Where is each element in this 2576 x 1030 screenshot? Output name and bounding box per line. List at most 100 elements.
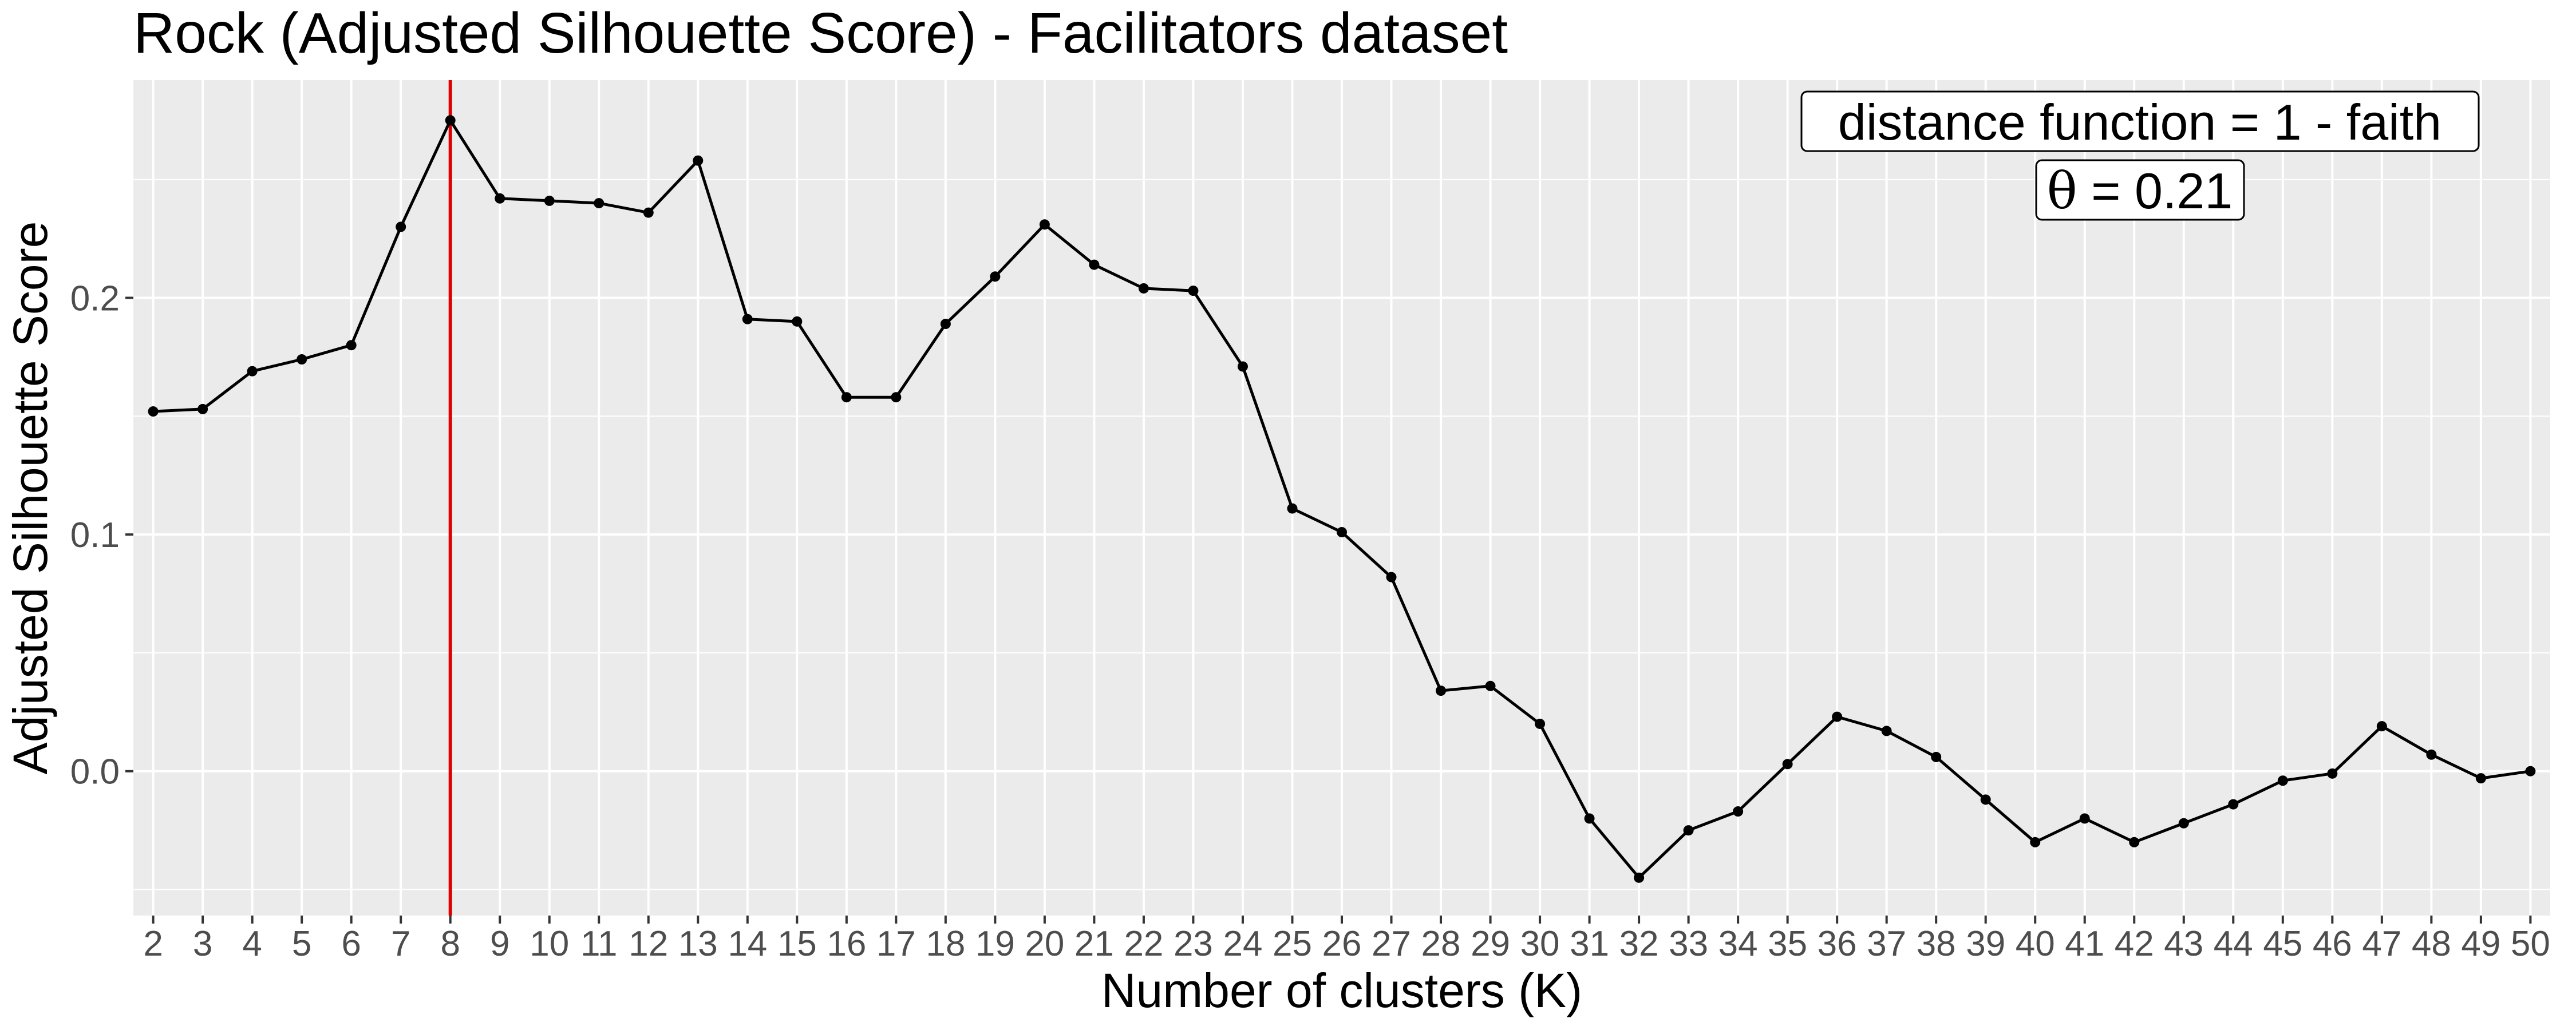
- x-tick-label: 11: [580, 924, 617, 964]
- x-tick-label: 23: [1174, 924, 1213, 964]
- theta-annotation: θ = 0.21: [2035, 159, 2245, 221]
- x-tick-label: 9: [490, 924, 509, 964]
- x-tick-label: 12: [629, 924, 668, 964]
- data-point: [2475, 773, 2486, 784]
- x-tick-label: 24: [1223, 924, 1262, 964]
- x-tick-label: 44: [2214, 924, 2253, 964]
- data-point: [643, 207, 654, 218]
- data-point: [2129, 837, 2140, 847]
- x-tick-label: 41: [2065, 924, 2104, 964]
- series-group: [148, 115, 2536, 883]
- x-tick-label: 16: [827, 924, 866, 964]
- data-point: [1931, 751, 1942, 762]
- data-point: [1881, 726, 1892, 736]
- data-point: [2228, 799, 2239, 810]
- x-axis-ticks: 2 3 4 5 6 7 8 9 10 11 12 13 14 15 16 17 18 19 20 21 22 23 24 25…: [143, 916, 2550, 964]
- x-tick-label: 38: [1917, 924, 1956, 964]
- data-point: [1980, 794, 1991, 805]
- data-point: [396, 221, 406, 232]
- data-point: [544, 195, 555, 206]
- data-point: [197, 403, 208, 414]
- data-point: [1485, 680, 1496, 691]
- data-point: [2426, 749, 2437, 760]
- data-point: [148, 406, 159, 417]
- x-tick-label: 27: [1372, 924, 1411, 964]
- x-tick-label: 14: [728, 924, 767, 964]
- data-point: [940, 319, 951, 330]
- x-tick-label: 5: [292, 924, 311, 964]
- x-tick-label: 50: [2511, 924, 2550, 964]
- theta-label: θ = 0.21: [2047, 161, 2233, 220]
- x-tick-label: 33: [1669, 924, 1708, 964]
- data-point: [1832, 711, 1843, 722]
- data-point: [990, 271, 1001, 282]
- x-tick-label: 30: [1520, 924, 1560, 964]
- x-tick-label: 18: [926, 924, 965, 964]
- x-axis-title: Number of clusters (K): [1101, 964, 1582, 1017]
- data-point: [297, 354, 307, 365]
- distance-function-annotation: distance function = 1 - faith: [1800, 90, 2480, 152]
- x-tick-label: 48: [2412, 924, 2451, 964]
- x-tick-label: 39: [1966, 924, 2005, 964]
- data-point: [2178, 818, 2189, 829]
- data-point: [1337, 526, 1347, 537]
- x-tick-label: 8: [440, 924, 460, 964]
- x-tick-label: 29: [1471, 924, 1510, 964]
- y-tick-label: 0.0: [70, 752, 120, 792]
- x-tick-label: 17: [876, 924, 916, 964]
- theta-box: [2035, 159, 2245, 221]
- x-tick-label: 28: [1421, 924, 1461, 964]
- x-tick-label: 45: [2263, 924, 2302, 964]
- data-point: [1733, 806, 1744, 817]
- x-tick-label: 37: [1867, 924, 1906, 964]
- theta-value: 0.21: [2135, 163, 2233, 219]
- data-point: [742, 314, 753, 324]
- theta-equals: =: [2077, 163, 2135, 219]
- x-tick-label: 32: [1619, 924, 1659, 964]
- distance-function-box: [1800, 90, 2480, 152]
- data-point: [1089, 259, 1100, 270]
- y-axis-ticks: 0.0 0.1 0.2: [70, 279, 133, 792]
- x-tick-label: 3: [193, 924, 212, 964]
- x-tick-label: 47: [2362, 924, 2401, 964]
- data-point: [247, 366, 258, 377]
- data-point: [2327, 768, 2338, 779]
- y-tick-label: 0.1: [70, 516, 120, 555]
- data-point: [2079, 813, 2090, 824]
- x-tick-label: 36: [1818, 924, 1857, 964]
- y-tick-label: 0.2: [70, 279, 120, 319]
- data-point: [2525, 766, 2536, 777]
- x-tick-label: 49: [2461, 924, 2500, 964]
- data-point: [594, 198, 605, 209]
- x-tick-label: 43: [2164, 924, 2203, 964]
- distance-function-label: distance function = 1 - faith: [1838, 94, 2441, 150]
- data-point: [445, 115, 456, 126]
- x-tick-label: 40: [2016, 924, 2055, 964]
- data-point: [1138, 283, 1149, 294]
- x-tick-label: 26: [1322, 924, 1362, 964]
- data-point: [1436, 686, 1447, 696]
- data-point: [891, 392, 902, 403]
- x-tick-label: 21: [1074, 924, 1114, 964]
- data-point: [2277, 775, 2288, 786]
- x-tick-label: 25: [1273, 924, 1312, 964]
- x-tick-label: 34: [1718, 924, 1758, 964]
- data-point: [1287, 503, 1298, 514]
- data-point: [346, 340, 357, 351]
- x-tick-label: 19: [975, 924, 1015, 964]
- x-tick-label: 6: [341, 924, 361, 964]
- x-tick-label: 46: [2313, 924, 2352, 964]
- theta-symbol: θ: [2047, 161, 2077, 220]
- x-tick-label: 2: [143, 924, 163, 964]
- data-point: [2030, 837, 2041, 847]
- x-tick-label: 4: [242, 924, 262, 964]
- data-point: [1535, 718, 1546, 729]
- x-tick-label: 15: [777, 924, 817, 964]
- data-point: [1039, 219, 1050, 230]
- data-point: [693, 155, 704, 166]
- data-point: [1584, 813, 1595, 824]
- data-point: [1683, 825, 1694, 836]
- data-point: [1634, 872, 1645, 883]
- data-point: [1782, 759, 1793, 770]
